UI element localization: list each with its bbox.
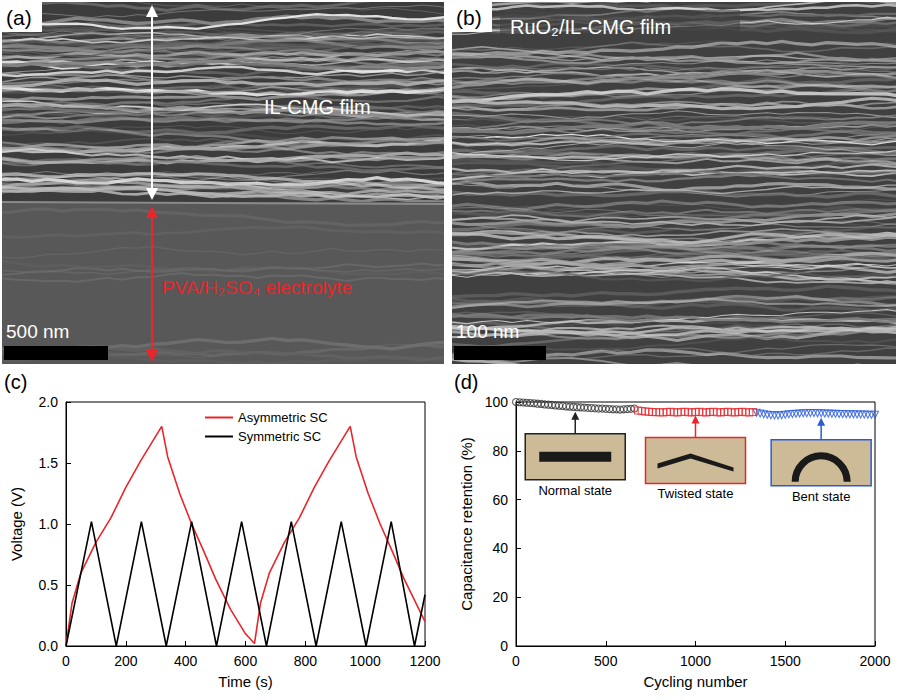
svg-text:60: 60 — [492, 492, 508, 508]
svg-text:200: 200 — [114, 653, 138, 669]
svg-text:Time (s): Time (s) — [218, 673, 272, 690]
svg-text:(d): (d) — [454, 371, 478, 393]
svg-text:PVA/H₂SO₄ electrolyte: PVA/H₂SO₄ electrolyte — [162, 277, 352, 298]
svg-text:0.5: 0.5 — [39, 577, 59, 593]
svg-text:1.5: 1.5 — [39, 455, 59, 471]
svg-text:IL-CMG film: IL-CMG film — [264, 96, 371, 118]
svg-text:0: 0 — [500, 638, 508, 654]
svg-text:1.0: 1.0 — [39, 516, 59, 532]
svg-text:RuO₂/IL-CMG film: RuO₂/IL-CMG film — [510, 16, 671, 38]
svg-text:Bent state: Bent state — [792, 489, 851, 504]
svg-text:0: 0 — [512, 653, 520, 669]
svg-text:2.0: 2.0 — [39, 394, 59, 410]
svg-text:400: 400 — [174, 653, 198, 669]
svg-text:500 nm: 500 nm — [6, 321, 69, 342]
svg-text:2000: 2000 — [859, 653, 890, 669]
svg-text:500: 500 — [594, 653, 618, 669]
svg-text:0.0: 0.0 — [39, 638, 59, 654]
svg-text:800: 800 — [294, 653, 318, 669]
svg-text:1200: 1200 — [409, 653, 440, 669]
svg-text:0: 0 — [62, 653, 70, 669]
svg-text:600: 600 — [234, 653, 258, 669]
svg-text:Voltage (V): Voltage (V) — [8, 487, 25, 561]
svg-text:80: 80 — [492, 443, 508, 459]
svg-text:20: 20 — [492, 589, 508, 605]
svg-text:Normal state: Normal state — [538, 483, 612, 498]
svg-text:Symmetric SC: Symmetric SC — [238, 429, 321, 444]
svg-text:100: 100 — [485, 394, 509, 410]
svg-text:(c): (c) — [4, 371, 27, 393]
svg-text:(b): (b) — [456, 6, 482, 29]
svg-text:Capacitance retention (%): Capacitance retention (%) — [458, 437, 475, 610]
svg-text:1000: 1000 — [680, 653, 711, 669]
svg-text:1000: 1000 — [350, 653, 381, 669]
svg-text:100 nm: 100 nm — [456, 321, 519, 342]
svg-text:1500: 1500 — [770, 653, 801, 669]
svg-text:(a): (a) — [6, 6, 32, 29]
svg-text:Twisted state: Twisted state — [658, 486, 734, 501]
svg-text:Cycling number: Cycling number — [643, 673, 747, 690]
svg-text:Asymmetric SC: Asymmetric SC — [238, 410, 328, 425]
svg-text:40: 40 — [492, 540, 508, 556]
